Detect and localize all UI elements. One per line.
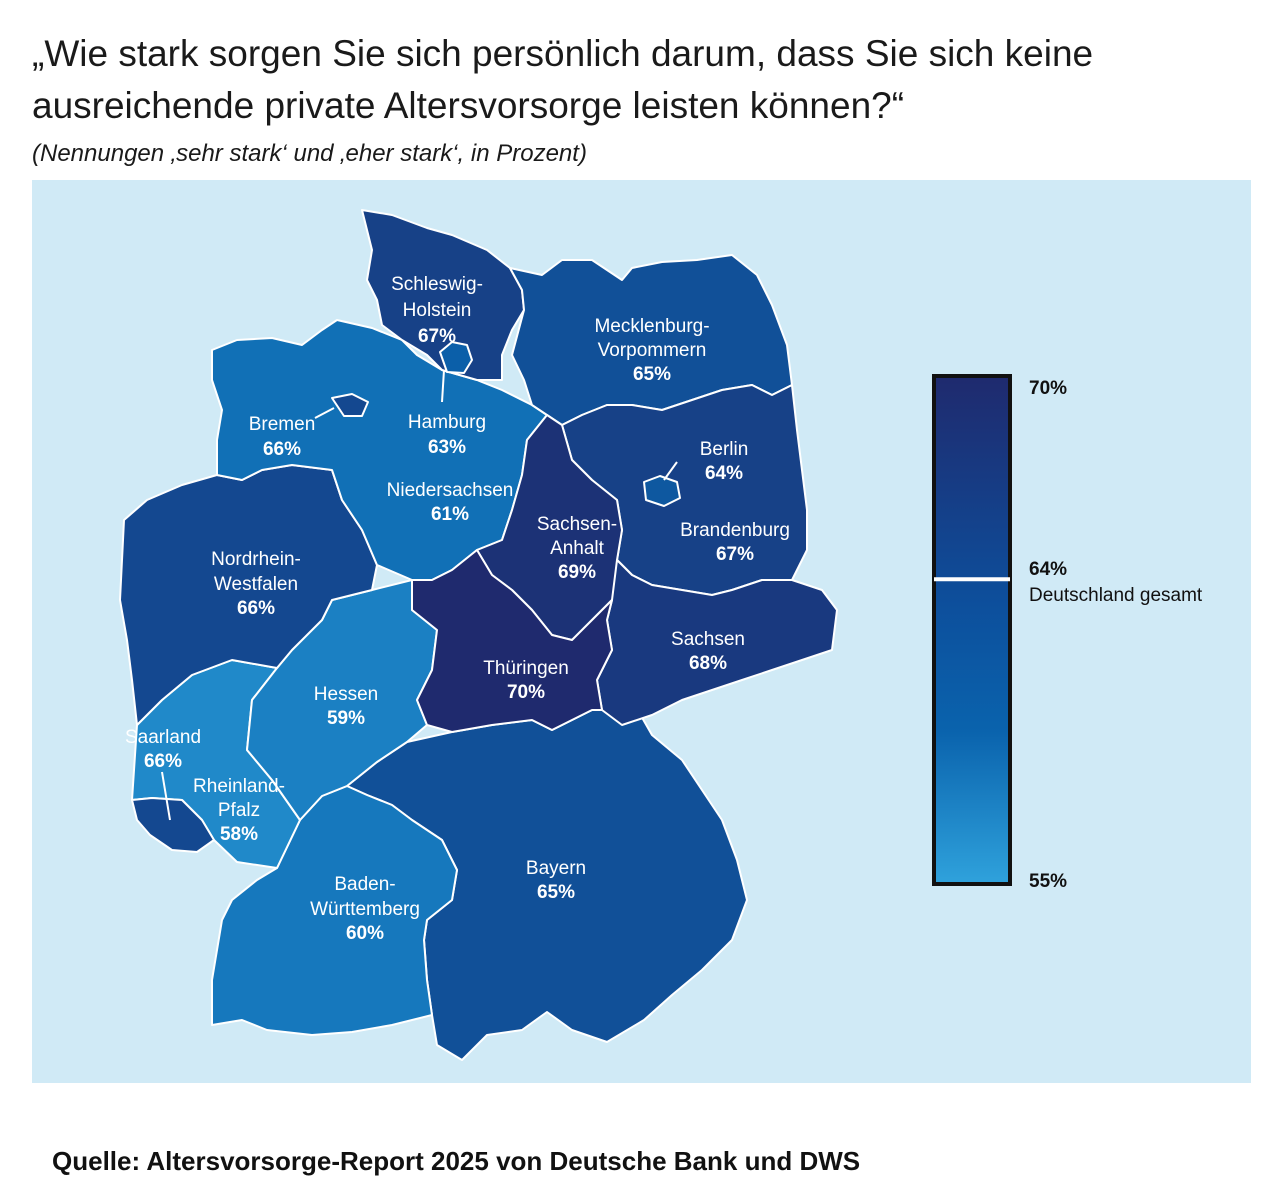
color-scale-legend: 70% 55% 64% Deutschland gesamt xyxy=(932,374,1203,892)
label-sachsen-anhalt: Sachsen- Anhalt 69% xyxy=(537,514,617,583)
label-sachsen: Sachsen 68% xyxy=(671,629,745,674)
state-name: Niedersachsen xyxy=(387,480,514,501)
state-name: Westfalen xyxy=(214,574,298,595)
state-name: Berlin xyxy=(700,439,749,460)
state-value: 68% xyxy=(689,653,727,674)
state-value: 67% xyxy=(716,544,754,565)
state-value: 66% xyxy=(263,439,301,460)
state-value: 66% xyxy=(237,598,275,619)
hamburg-leader xyxy=(441,369,445,403)
label-saarland: Saarland 66% xyxy=(125,727,201,772)
state-name: Anhalt xyxy=(550,538,605,559)
state-name: Mecklenburg- xyxy=(594,316,709,337)
state-name: Hamburg xyxy=(408,412,486,433)
label-hessen: Hessen 59% xyxy=(314,684,378,729)
state-name: Holstein xyxy=(403,300,472,321)
state-value: 70% xyxy=(507,682,545,703)
state-value: 67% xyxy=(418,326,456,347)
state-name: Schleswig- xyxy=(391,274,483,295)
label-bayern: Bayern 65% xyxy=(526,858,586,903)
source-note: Quelle: Altersvorsorge-Report 2025 von D… xyxy=(52,1146,861,1176)
map-panel: Schleswig- Holstein 67% Mecklenburg- Vor… xyxy=(32,180,1251,1083)
state-bremen[interactable] xyxy=(331,393,369,417)
page-title: „Wie stark sorgen Sie sich persönlich da… xyxy=(32,33,1094,126)
scale-bar xyxy=(932,374,1012,886)
germany-map: Schleswig- Holstein 67% Mecklenburg- Vor… xyxy=(119,209,1203,1061)
state-schleswig-holstein[interactable] xyxy=(361,209,525,381)
state-name: Hessen xyxy=(314,684,378,705)
label-niedersachsen: Niedersachsen 61% xyxy=(387,480,514,525)
bremen-leader xyxy=(314,407,335,419)
state-name: Saarland xyxy=(125,727,201,748)
label-berlin: Berlin 64% xyxy=(700,439,749,484)
state-baden-wuerttemberg[interactable] xyxy=(211,785,458,1036)
berlin-leader xyxy=(663,461,678,481)
state-name: Bremen xyxy=(249,414,316,435)
national-average-caption: Deutschland gesamt xyxy=(1029,585,1203,606)
state-name: Sachsen xyxy=(671,629,745,650)
label-brandenburg: Brandenburg 67% xyxy=(680,520,790,565)
state-value: 63% xyxy=(428,437,466,458)
scale-min-label: 55% xyxy=(1029,871,1067,892)
state-value: 65% xyxy=(537,882,575,903)
state-thueringen[interactable] xyxy=(411,549,613,733)
page-subtitle: (Nennungen ‚sehr stark‘ und ‚eher stark‘… xyxy=(32,140,587,167)
state-value: 65% xyxy=(633,364,671,385)
national-average-label: 64% xyxy=(1029,559,1067,580)
label-hamburg: Hamburg 63% xyxy=(408,412,486,458)
label-nordrhein-westfalen: Nordrhein- Westfalen 66% xyxy=(211,549,301,619)
state-name: Vorpommern xyxy=(598,340,707,361)
label-bremen: Bremen 66% xyxy=(249,414,316,460)
state-value: 64% xyxy=(705,463,743,484)
scale-max-label: 70% xyxy=(1029,378,1067,399)
label-rheinland-pfalz: Rheinland- Pfalz 58% xyxy=(193,776,285,845)
state-name: Nordrhein- xyxy=(211,549,301,570)
label-mecklenburg-vorpommern: Mecklenburg- Vorpommern 65% xyxy=(594,316,709,385)
state-name: Baden- xyxy=(334,874,395,895)
state-value: 66% xyxy=(144,751,182,772)
state-value: 61% xyxy=(431,504,469,525)
state-berlin[interactable] xyxy=(643,475,681,507)
label-baden-wuerttemberg: Baden- Württemberg 60% xyxy=(310,874,420,944)
label-schleswig-holstein: Schleswig- Holstein 67% xyxy=(391,274,483,347)
label-thueringen: Thüringen 70% xyxy=(483,658,569,703)
state-name: Thüringen xyxy=(483,658,569,679)
state-value: 60% xyxy=(346,923,384,944)
state-value: 58% xyxy=(220,824,258,845)
state-name: Pfalz xyxy=(218,800,260,821)
state-name: Brandenburg xyxy=(680,520,790,541)
saarland-leader xyxy=(161,771,171,821)
state-name: Rheinland- xyxy=(193,776,285,797)
state-value: 59% xyxy=(327,708,365,729)
state-hamburg[interactable] xyxy=(439,341,473,374)
state-name: Bayern xyxy=(526,858,586,879)
state-name: Württemberg xyxy=(310,899,420,920)
state-name: Sachsen- xyxy=(537,514,617,535)
state-value: 69% xyxy=(558,562,596,583)
